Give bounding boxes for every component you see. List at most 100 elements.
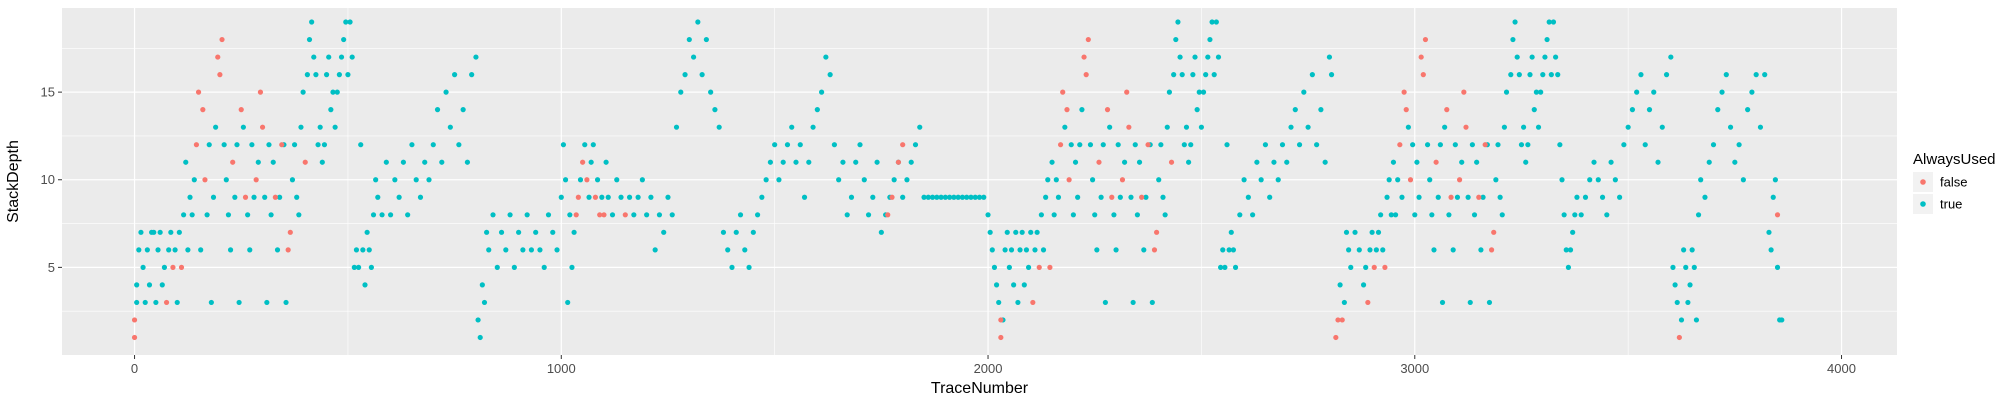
point-true xyxy=(554,247,560,253)
point-true xyxy=(422,159,428,165)
point-true xyxy=(733,229,739,235)
point-false xyxy=(131,317,138,323)
point-true xyxy=(166,247,172,253)
point-true xyxy=(1034,229,1040,235)
point-true xyxy=(1196,89,1202,95)
point-false xyxy=(1491,229,1497,235)
point-false xyxy=(1151,247,1158,253)
point-true xyxy=(588,159,594,165)
point-true xyxy=(1079,107,1085,113)
point-true xyxy=(1634,89,1640,95)
point-true xyxy=(550,229,556,235)
point-true xyxy=(1267,194,1273,200)
point-true xyxy=(577,177,584,183)
point-true xyxy=(210,194,217,200)
point-true xyxy=(562,177,569,183)
point-true xyxy=(1410,142,1416,148)
plot-panel xyxy=(62,8,1897,355)
point-false xyxy=(1154,229,1160,235)
point-true xyxy=(1017,247,1023,253)
point-true xyxy=(1702,194,1708,200)
data-points xyxy=(131,19,1785,341)
point-true xyxy=(1555,72,1561,78)
point-true xyxy=(1386,177,1392,183)
point-true xyxy=(1188,142,1194,148)
point-false xyxy=(1139,194,1145,200)
point-true xyxy=(1604,212,1610,218)
point-true xyxy=(776,177,782,183)
point-true xyxy=(1134,212,1140,218)
x-tick-label: 2000 xyxy=(974,361,1003,376)
y-tick-label: 15 xyxy=(41,85,55,100)
point-false xyxy=(1401,89,1407,95)
point-true xyxy=(1068,142,1074,148)
point-true xyxy=(1715,107,1721,113)
point-true xyxy=(959,194,966,200)
point-true xyxy=(716,124,722,130)
point-true xyxy=(1040,247,1047,253)
point-true xyxy=(1262,142,1269,148)
point-true xyxy=(1572,212,1578,218)
point-true xyxy=(603,159,609,165)
point-true xyxy=(955,194,961,200)
point-true xyxy=(1454,194,1461,200)
point-true xyxy=(605,194,611,200)
point-true xyxy=(985,212,991,218)
point-true xyxy=(1222,264,1228,270)
point-true xyxy=(1237,212,1243,218)
point-true xyxy=(1175,19,1181,25)
point-true xyxy=(336,72,342,78)
point-true xyxy=(1296,142,1303,148)
point-true xyxy=(925,194,931,200)
point-true xyxy=(426,177,432,183)
point-true xyxy=(1625,124,1631,130)
point-true xyxy=(1075,194,1081,200)
point-true xyxy=(750,229,756,235)
point-false xyxy=(1104,107,1111,113)
point-true xyxy=(989,247,995,253)
point-true xyxy=(1228,229,1234,235)
point-false xyxy=(1066,177,1072,183)
point-true xyxy=(1535,124,1542,130)
point-true xyxy=(1160,194,1166,200)
point-true xyxy=(1561,212,1567,218)
point-true xyxy=(1162,212,1168,218)
point-true xyxy=(326,54,332,60)
point-true xyxy=(1043,194,1049,200)
point-true xyxy=(1388,212,1394,218)
point-true xyxy=(635,194,641,200)
point-true xyxy=(1211,72,1217,78)
point-true xyxy=(1474,159,1480,165)
point-true xyxy=(494,264,500,270)
point-true xyxy=(1459,159,1465,165)
point-true xyxy=(1356,247,1362,253)
point-true xyxy=(277,194,283,200)
point-true xyxy=(136,247,142,253)
point-false xyxy=(1476,194,1482,200)
point-true xyxy=(767,159,774,165)
point-true xyxy=(144,247,150,253)
point-true xyxy=(1117,194,1123,200)
point-true xyxy=(262,194,268,200)
point-true xyxy=(375,194,381,200)
point-true xyxy=(1745,107,1751,113)
point-true xyxy=(1674,299,1680,306)
point-true xyxy=(1548,72,1554,78)
point-true xyxy=(373,177,379,183)
point-true xyxy=(1719,89,1725,95)
point-true xyxy=(146,282,153,288)
point-true xyxy=(1326,54,1333,60)
point-true xyxy=(1360,282,1367,288)
point-true xyxy=(481,299,488,306)
point-true xyxy=(1508,72,1514,78)
point-true xyxy=(1510,36,1516,43)
point-true xyxy=(560,142,567,148)
point-true xyxy=(1533,89,1539,95)
point-true xyxy=(161,264,168,270)
point-true xyxy=(1220,247,1226,253)
point-true xyxy=(1008,247,1015,253)
point-true xyxy=(1305,124,1311,130)
point-false xyxy=(601,212,607,218)
point-true xyxy=(520,247,526,253)
point-true xyxy=(490,212,496,218)
